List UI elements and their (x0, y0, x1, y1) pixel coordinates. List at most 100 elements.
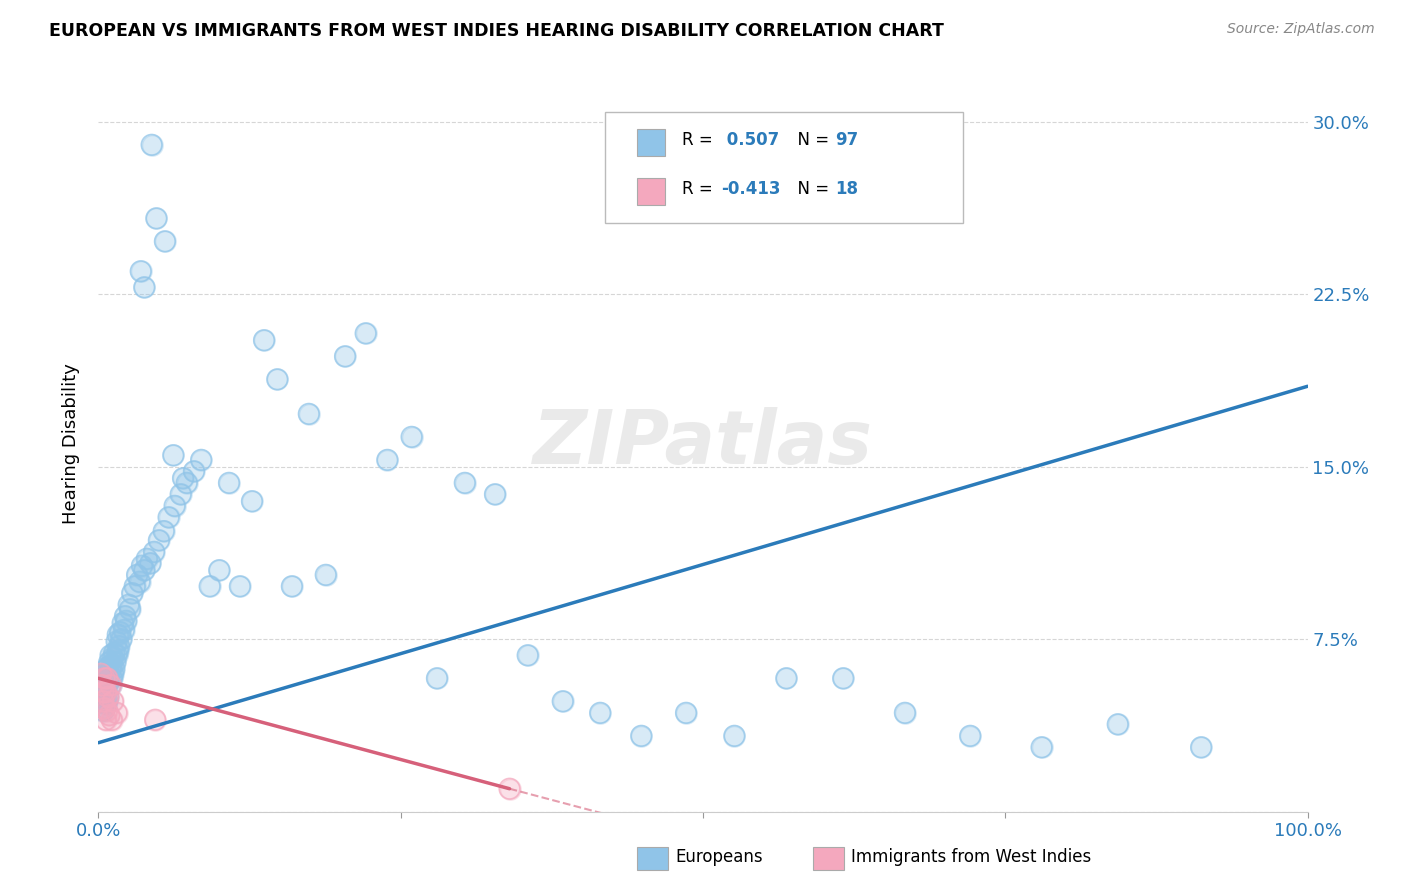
Point (100, 678, 122, 692)
Point (91, 678, 114, 692)
Point (157, 510, 180, 524)
Point (675, 706, 697, 720)
Point (105, 706, 128, 720)
Point (198, 579, 221, 593)
Point (103, 662, 125, 676)
Point (96, 704, 118, 718)
Point (91, 704, 114, 718)
Point (98, 708, 121, 723)
Point (100, 671, 122, 685)
Point (134, 280, 156, 294)
Point (959, 729, 981, 743)
Text: Source: ZipAtlas.com: Source: ZipAtlas.com (1227, 22, 1375, 37)
Point (253, 333, 276, 347)
Point (97, 660, 120, 674)
Point (91, 671, 114, 685)
Point (377, 453, 399, 467)
Point (218, 475, 240, 490)
Point (1031, 740, 1053, 755)
Point (97, 673, 120, 688)
Point (91, 678, 114, 692)
Point (1031, 740, 1053, 755)
Point (127, 567, 149, 582)
Point (104, 655, 127, 669)
Point (894, 706, 917, 720)
Point (110, 632, 132, 647)
Point (959, 729, 981, 743)
Point (91, 685, 114, 699)
Point (141, 137, 163, 152)
Point (208, 563, 231, 577)
Point (100, 648, 122, 663)
Text: R =: R = (682, 131, 718, 149)
Text: ZIPatlas: ZIPatlas (533, 408, 873, 480)
Point (498, 781, 520, 796)
Point (775, 671, 797, 685)
Point (96, 662, 118, 676)
Point (169, 487, 191, 501)
Point (96, 704, 118, 718)
Point (141, 137, 163, 152)
Point (143, 545, 166, 559)
Point (101, 650, 124, 665)
Point (94, 666, 117, 681)
Point (298, 407, 321, 421)
Point (108, 625, 131, 640)
Text: R =: R = (682, 180, 718, 198)
Point (103, 646, 125, 660)
Point (98, 708, 121, 723)
Point (162, 448, 184, 462)
Point (91, 685, 114, 699)
Point (101, 650, 124, 665)
Point (143, 713, 166, 727)
Point (281, 579, 304, 593)
Point (94, 666, 117, 681)
Point (135, 551, 157, 566)
Point (118, 602, 141, 616)
Point (298, 407, 321, 421)
Point (91, 694, 114, 708)
Point (315, 567, 337, 582)
Point (98, 669, 121, 683)
Point (100, 657, 122, 672)
Point (100, 678, 122, 692)
Point (91, 678, 114, 692)
Point (121, 586, 143, 600)
Point (94, 685, 117, 699)
Point (114, 609, 136, 624)
Point (94, 682, 117, 697)
Point (104, 655, 127, 669)
Point (105, 634, 128, 648)
Point (115, 614, 138, 628)
Point (135, 551, 157, 566)
Point (91, 694, 114, 708)
Point (93, 701, 115, 715)
Point (454, 475, 477, 490)
Point (134, 563, 156, 577)
Point (118, 598, 141, 612)
Point (315, 567, 337, 582)
Point (100, 713, 122, 727)
Point (281, 579, 304, 593)
Point (94, 682, 117, 697)
Point (134, 563, 156, 577)
Point (108, 639, 131, 653)
Point (454, 475, 477, 490)
Point (98, 655, 121, 669)
Point (118, 598, 141, 612)
Point (94, 713, 117, 727)
Point (143, 713, 166, 727)
Point (124, 579, 146, 593)
Point (94, 713, 117, 727)
Point (551, 694, 574, 708)
Point (97, 690, 120, 704)
Point (96, 671, 118, 685)
Point (100, 662, 122, 676)
Point (91, 671, 114, 685)
Point (94, 697, 117, 711)
Point (97, 673, 120, 688)
Point (148, 533, 170, 548)
Point (172, 471, 194, 485)
Point (112, 623, 135, 637)
Point (157, 510, 180, 524)
